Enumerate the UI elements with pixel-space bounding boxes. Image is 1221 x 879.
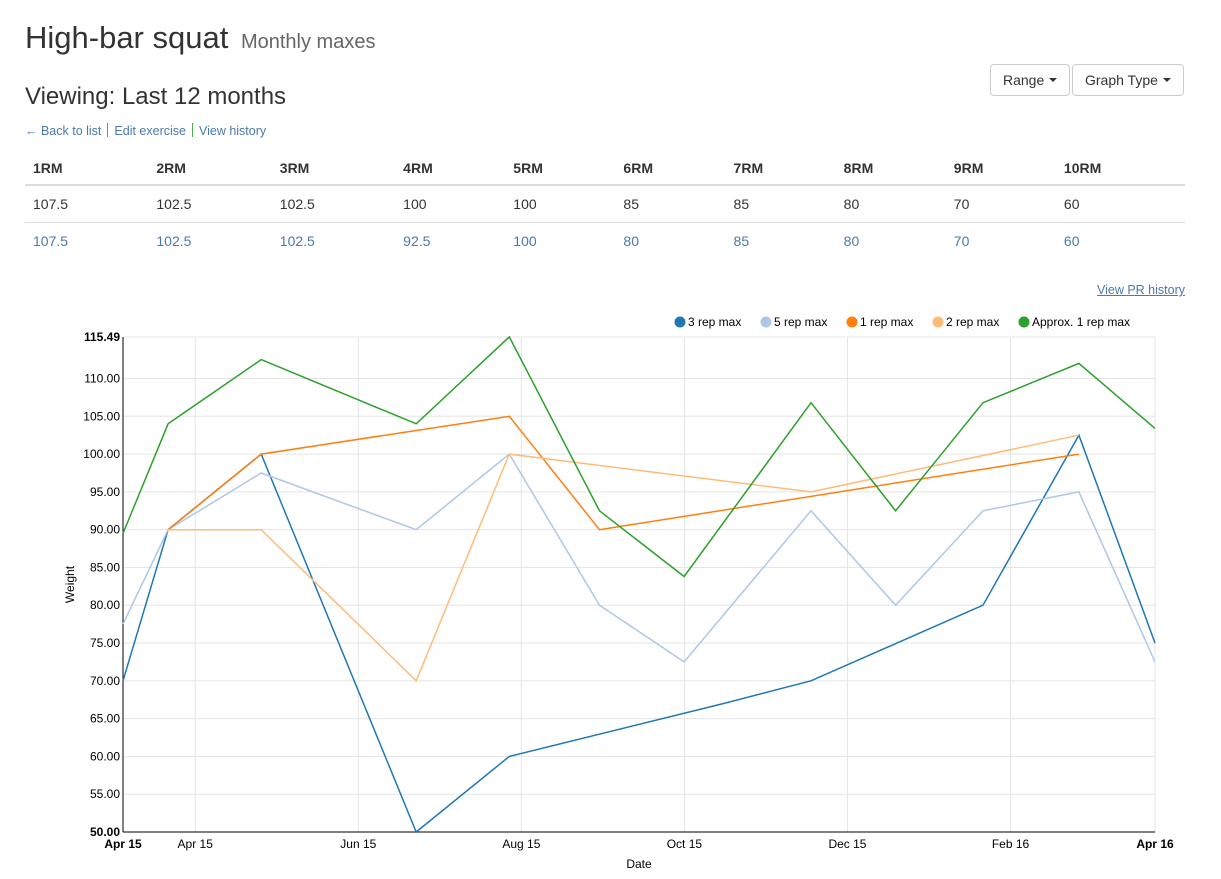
table-row: 107.5 102.5 102.5 100 100 85 85 80 70 60 — [25, 184, 1185, 223]
y-tick-label: 95.00 — [90, 485, 120, 499]
y-tick-label: 105.00 — [83, 409, 120, 423]
table-cell-link[interactable]: 80 — [835, 222, 946, 259]
series-line — [168, 434, 1080, 683]
y-tick-label: 110.00 — [84, 371, 120, 385]
x-tick-label: Dec 15 — [828, 837, 866, 851]
table-cell-link[interactable]: 102.5 — [271, 222, 396, 259]
legend-marker — [846, 316, 858, 328]
table-cell-link[interactable]: 107.5 — [25, 222, 149, 259]
x-tick-label: Feb 16 — [992, 837, 1030, 851]
caret-down-icon — [1162, 78, 1171, 82]
exercise-name: High-bar squat — [25, 20, 229, 55]
y-axis-label: Weight — [63, 565, 77, 603]
legend-marker — [932, 316, 944, 328]
table-cell: 80 — [835, 184, 946, 223]
table-cell: 107.5 — [25, 184, 149, 223]
y-tick-label: 100.00 — [83, 447, 120, 461]
legend-label: 2 rep max — [946, 315, 999, 329]
y-tick-label: 70.00 — [90, 674, 120, 688]
header-cell: 3RM — [271, 150, 396, 186]
graph-type-label: Graph Type — [1085, 72, 1158, 88]
edit-exercise-link[interactable]: Edit exercise — [114, 124, 186, 138]
table-cell: 100 — [395, 184, 506, 223]
x-tick-label: Apr 15 — [104, 837, 142, 851]
action-links: ← Back to list Edit exercise View history — [25, 123, 266, 138]
legend-marker — [1018, 316, 1030, 328]
table-row: 107.5 102.5 102.5 92.5 100 80 85 80 70 6… — [25, 222, 1185, 259]
page-subtitle: Monthly maxes — [240, 31, 376, 53]
view-history-link[interactable]: View history — [198, 124, 267, 138]
table-cell: 70 — [945, 184, 1056, 223]
series-line — [122, 335, 1156, 578]
header-cell: 8RM — [835, 150, 946, 186]
y-tick-label: 90.00 — [90, 523, 120, 537]
series-line — [122, 433, 1156, 834]
table-cell: 60 — [1055, 184, 1185, 223]
header-cell: 10RM — [1055, 150, 1185, 186]
y-tick-label: 60.00 — [90, 749, 120, 763]
x-tick-label: Jun 15 — [340, 837, 376, 851]
header-cell: 6RM — [615, 150, 726, 186]
table-cell: 85 — [615, 184, 726, 223]
series-line — [167, 415, 1080, 531]
link-divider — [191, 123, 193, 137]
x-tick-label: Aug 15 — [502, 837, 540, 851]
graph-type-dropdown-button[interactable]: Graph Type — [1072, 64, 1184, 96]
caret-down-icon — [1049, 78, 1058, 82]
view-pr-history-link[interactable]: View PR history — [1097, 283, 1185, 297]
y-tick-label: 75.00 — [90, 636, 120, 650]
header-cell: 5RM — [505, 150, 616, 186]
table-header-row: 1RM 2RM 3RM 4RM 5RM 6RM 7RM 8RM 9RM 10RM — [25, 150, 1185, 186]
table-cell-link[interactable]: 80 — [615, 222, 726, 259]
table-cell: 102.5 — [271, 184, 396, 223]
y-tick-label: 65.00 — [90, 712, 120, 726]
y-tick-label: 80.00 — [90, 598, 120, 612]
page-title: High-bar squat Monthly maxes — [25, 20, 375, 56]
y-tick-label: 50.00 — [90, 825, 120, 839]
x-tick-label: Apr 15 — [178, 837, 214, 851]
x-tick-label: Apr 16 — [1136, 837, 1174, 851]
table-cell: 85 — [725, 184, 836, 223]
header-cell: 9RM — [945, 150, 1056, 186]
legend-label: 1 rep max — [860, 315, 913, 329]
legend-label: 5 rep max — [774, 315, 827, 329]
table-cell: 100 — [505, 184, 616, 223]
table-cell-link[interactable]: 102.5 — [148, 222, 272, 259]
back-to-list-link[interactable]: ← Back to list — [25, 124, 102, 138]
x-axis-label: Date — [626, 857, 652, 871]
table-cell: 102.5 — [148, 184, 272, 223]
header-cell: 1RM — [25, 150, 149, 186]
header-cell: 4RM — [395, 150, 506, 186]
legend-marker — [760, 316, 772, 328]
rep-max-table: 1RM 2RM 3RM 4RM 5RM 6RM 7RM 8RM 9RM 10RM… — [25, 150, 1185, 259]
range-label: Range — [1003, 72, 1045, 88]
table-cell-link[interactable]: 92.5 — [395, 222, 506, 259]
table-cell-link[interactable]: 85 — [725, 222, 836, 259]
y-tick-label: 55.00 — [90, 787, 120, 801]
y-tick-label: 115.49 — [84, 330, 120, 344]
x-tick-label: Oct 15 — [667, 837, 703, 851]
table-cell-link[interactable]: 100 — [505, 222, 616, 259]
table-cell-link[interactable]: 70 — [945, 222, 1056, 259]
range-dropdown-button[interactable]: Range — [990, 64, 1071, 96]
header-cell: 2RM — [148, 150, 272, 186]
viewing-label: Viewing: Last 12 months — [25, 83, 287, 110]
y-tick-label: 85.00 — [90, 560, 120, 574]
link-divider — [107, 123, 109, 137]
weight-line-chart: 50.00 55.00 60.00 65.00 70.00 75.00 80.00 85.00… — [63, 315, 1174, 871]
table-cell-link[interactable]: 60 — [1055, 222, 1185, 259]
legend-label: Approx. 1 rep max — [1032, 315, 1130, 329]
legend-label: 3 rep max — [688, 315, 741, 329]
series-line — [122, 452, 1156, 663]
legend-marker — [674, 316, 686, 328]
header-cell: 7RM — [725, 150, 836, 186]
